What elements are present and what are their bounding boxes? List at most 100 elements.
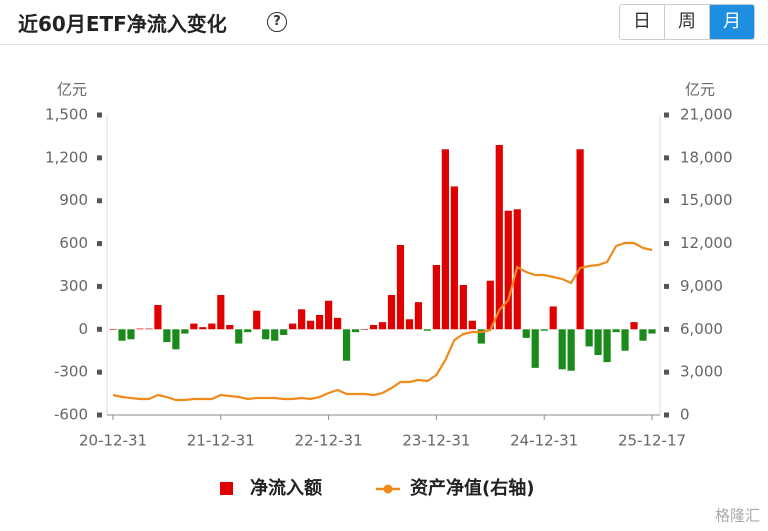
bar xyxy=(495,145,503,330)
y-tick-label: 600 xyxy=(59,234,88,252)
y2-tick-mark xyxy=(664,112,669,118)
bar xyxy=(172,329,180,350)
legend-swatch xyxy=(383,484,393,494)
y-tick-mark xyxy=(97,369,102,375)
y-unit: 亿元 xyxy=(57,81,87,99)
bar xyxy=(298,309,306,330)
tab[interactable]: 周 xyxy=(664,5,709,39)
bar xyxy=(244,329,252,333)
x-tick-label: 22-12-31 xyxy=(295,432,363,450)
x-tick-label: 23-12-31 xyxy=(402,432,470,450)
y2-tick-mark xyxy=(664,283,669,289)
bar xyxy=(486,280,494,330)
y2-tick-label: 0 xyxy=(680,406,690,424)
legend-label: 资产净值(右轴) xyxy=(410,477,534,499)
y2-tick-mark xyxy=(664,198,669,204)
bar xyxy=(118,329,126,341)
y2-tick-label: 9,000 xyxy=(680,277,723,295)
bar xyxy=(289,323,297,330)
y-tick-label: -300 xyxy=(54,363,88,381)
bar xyxy=(540,329,548,331)
y2-tick-label: 18,000 xyxy=(680,148,733,166)
bar xyxy=(531,329,539,368)
bar xyxy=(333,317,342,330)
bar xyxy=(522,329,530,338)
bar xyxy=(621,329,629,351)
bar xyxy=(405,319,414,330)
y-tick-mark xyxy=(97,326,102,332)
bar xyxy=(567,329,575,371)
x-tick-label: 25-12-17 xyxy=(618,432,686,450)
bar xyxy=(154,305,162,330)
line xyxy=(112,241,653,402)
bar xyxy=(594,329,602,355)
bar xyxy=(325,300,333,330)
bar xyxy=(468,320,476,330)
y2-tick-mark xyxy=(664,241,669,247)
y2-tick-mark xyxy=(664,369,669,375)
bar xyxy=(549,306,557,330)
y2-tick-mark xyxy=(664,326,669,332)
legend-swatch xyxy=(220,482,233,495)
bar xyxy=(307,320,315,330)
y-tick-label: 900 xyxy=(59,191,88,209)
tab[interactable]: 日 xyxy=(620,5,664,39)
tab[interactable]: 月 xyxy=(709,5,754,39)
bar xyxy=(342,329,351,361)
y-tick-mark xyxy=(97,412,102,418)
x-tick-label: 21-12-31 xyxy=(187,432,255,450)
y-tick-label: 1,500 xyxy=(45,106,88,124)
y-tick-mark xyxy=(97,283,102,289)
bar xyxy=(360,329,369,330)
y-tick-mark xyxy=(97,198,102,204)
bar xyxy=(576,149,584,330)
y-tick-label: -600 xyxy=(54,406,88,424)
bar xyxy=(217,295,225,330)
help-icon[interactable]: ? xyxy=(267,12,287,32)
bar xyxy=(181,329,189,334)
bar xyxy=(639,329,647,341)
bar xyxy=(558,329,566,370)
x-tick-label: 20-12-31 xyxy=(79,432,147,450)
y-tick-label: 1,200 xyxy=(45,148,88,166)
bar xyxy=(387,295,396,330)
y-tick-label: 0 xyxy=(78,320,88,338)
bar xyxy=(648,329,656,334)
bar xyxy=(351,329,360,333)
y2-tick-mark xyxy=(664,412,669,418)
bar xyxy=(163,329,171,343)
y-tick-mark xyxy=(97,155,102,161)
y2-tick-label: 3,000 xyxy=(680,363,723,381)
bar xyxy=(369,325,378,330)
bar xyxy=(226,325,234,330)
bar xyxy=(190,323,198,330)
bar xyxy=(459,285,467,330)
bar xyxy=(450,186,458,330)
watermark: 格隆汇 xyxy=(715,507,760,525)
bar xyxy=(262,329,270,340)
tab-group: 日周月 xyxy=(619,4,755,40)
bar xyxy=(253,310,261,330)
bar xyxy=(316,315,324,330)
y-tick-mark xyxy=(97,112,102,118)
x-tick-label: 24-12-31 xyxy=(510,432,578,450)
bar xyxy=(504,210,512,330)
bar xyxy=(145,328,153,330)
bar xyxy=(441,149,449,330)
bar xyxy=(603,329,611,363)
y-tick-label: 300 xyxy=(59,277,88,295)
bar xyxy=(109,329,117,330)
legend-label: 净流入额 xyxy=(250,477,322,499)
bar xyxy=(235,329,243,344)
bar xyxy=(396,245,405,330)
y2-tick-mark xyxy=(664,155,669,161)
bar xyxy=(136,328,144,330)
y2-tick-label: 15,000 xyxy=(680,191,733,209)
y2-tick-label: 12,000 xyxy=(680,234,733,252)
bar xyxy=(199,327,207,330)
header: 近60月ETF净流入变化 ? 日周月 xyxy=(0,0,768,45)
y2-unit: 亿元 xyxy=(685,81,715,99)
bar xyxy=(477,329,485,344)
